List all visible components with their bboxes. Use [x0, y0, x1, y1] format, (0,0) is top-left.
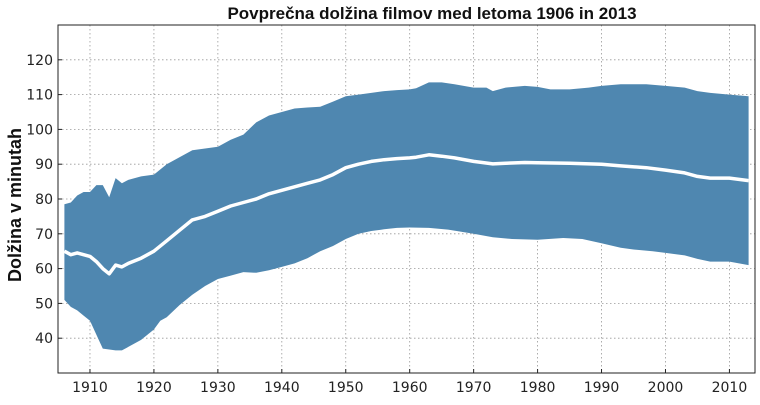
tick-labels: 1910 1920 1930 1940 1950 1960 1970 1980 1990 2000… [26, 53, 747, 396]
x-tick-label: 2000 [648, 380, 684, 396]
x-tick-label: 1980 [520, 380, 556, 396]
x-tick-label: 1910 [72, 380, 108, 396]
plot-marks [63, 82, 749, 351]
x-tick-label: 1950 [328, 380, 364, 396]
y-tick-label: 70 [35, 227, 53, 243]
x-tick-label: 1990 [584, 380, 620, 396]
x-tick-label: 1930 [200, 380, 236, 396]
x-tick-label: 1940 [264, 380, 300, 396]
y-tick-label: 110 [26, 88, 53, 104]
mean-line [63, 153, 749, 276]
y-tick-label: 80 [35, 192, 53, 208]
x-tick-label: 1970 [456, 380, 492, 396]
plot-frame [57, 24, 756, 374]
y-axis-label: Dolžina v minutah [5, 128, 25, 282]
x-tick-label: 1960 [392, 380, 428, 396]
y-tick-label: 100 [26, 122, 53, 138]
y-tick-label: 40 [35, 331, 53, 347]
x-tick-label: 1920 [136, 380, 172, 396]
x-tick-label: 2010 [712, 380, 748, 396]
y-tick-label: 50 [35, 296, 53, 312]
chart-title: Povprečna dolžina filmov med letoma 1906… [227, 4, 636, 23]
y-tick-label: 120 [26, 53, 53, 69]
y-tick-label: 60 [35, 262, 53, 278]
y-tick-label: 90 [35, 157, 53, 173]
range-band [64, 82, 749, 351]
